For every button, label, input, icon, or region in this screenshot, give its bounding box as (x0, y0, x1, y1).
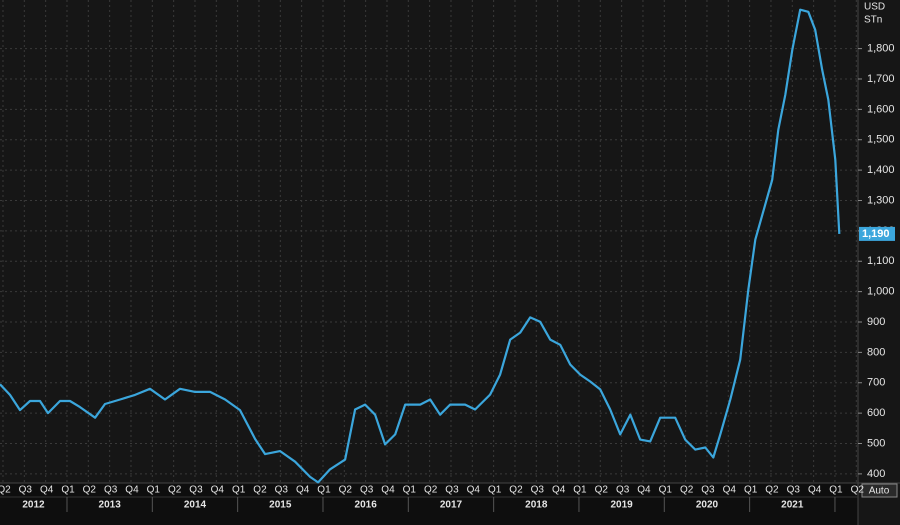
x-tick-label: Q3 (189, 485, 203, 496)
year-label: 2013 (99, 500, 122, 511)
year-label: 2017 (440, 500, 463, 511)
y-tick-label: 900 (867, 316, 885, 328)
x-tick-label: Q4 (125, 485, 139, 496)
y-tick-label: 1,400 (867, 164, 895, 176)
x-tick-label: Q3 (531, 485, 545, 496)
x-tick-label: Q4 (552, 485, 566, 496)
y-tick-label: 800 (867, 346, 885, 358)
auto-button-label[interactable]: Auto (869, 486, 890, 497)
x-tick-label: Q1 (403, 485, 417, 496)
y-tick-label: 1,800 (867, 43, 895, 55)
x-tick-label: Q2 (765, 485, 779, 496)
y-tick-label: 600 (867, 407, 885, 419)
y-tick-label: 1,600 (867, 103, 895, 115)
y-tick-label: 1,300 (867, 194, 895, 206)
x-tick-label: Q1 (659, 485, 673, 496)
x-tick-label: Q3 (19, 485, 33, 496)
year-label: 2021 (781, 500, 804, 511)
y-tick-label: 1,700 (867, 73, 895, 85)
year-label: 2020 (696, 500, 719, 511)
x-tick-label: Q3 (445, 485, 459, 496)
year-label: 2019 (611, 500, 634, 511)
unit-label: USD (864, 2, 885, 13)
price-line (0, 8, 841, 484)
x-tick-label: Q3 (360, 485, 374, 496)
x-tick-label: Q4 (381, 485, 395, 496)
x-axis-band (0, 483, 858, 525)
x-tick-label: Q3 (701, 485, 715, 496)
x-tick-label: Q4 (211, 485, 225, 496)
y-tick-label: 400 (867, 468, 885, 480)
x-tick-label: Q1 (232, 485, 246, 496)
x-tick-label: Q4 (40, 485, 54, 496)
x-tick-label: Q1 (488, 485, 502, 496)
last-value-label: 1,190 (862, 228, 890, 240)
y-tick-label: 1,100 (867, 255, 895, 267)
x-tick-label: Q2 (424, 485, 438, 496)
x-tick-label: Q4 (467, 485, 481, 496)
x-tick-label: Q3 (787, 485, 801, 496)
x-tick-label: Q1 (573, 485, 587, 496)
x-tick-label: Q4 (637, 485, 651, 496)
x-tick-label: Q1 (61, 485, 75, 496)
y-tick-label: 1,500 (867, 134, 895, 146)
year-label: 2016 (355, 500, 378, 511)
year-label: 2018 (525, 500, 548, 511)
x-tick-label: Q4 (808, 485, 822, 496)
x-tick-label: Q2 (851, 485, 865, 496)
x-tick-label: Q2 (253, 485, 267, 496)
year-label: 2012 (22, 500, 45, 511)
x-tick-label: Q1 (829, 485, 843, 496)
y-tick-label: 1,000 (867, 286, 895, 298)
year-label: 2014 (184, 500, 207, 511)
x-tick-label: Q2 (0, 485, 11, 496)
year-label: 2015 (269, 500, 292, 511)
unit-label: STn (864, 15, 882, 26)
x-tick-label: Q1 (744, 485, 758, 496)
x-tick-label: Q2 (680, 485, 694, 496)
y-tick-label: 700 (867, 377, 885, 389)
auto-button[interactable] (861, 483, 898, 498)
x-tick-label: Q4 (723, 485, 737, 496)
x-tick-label: Q1 (317, 485, 331, 496)
last-value-tag (859, 226, 895, 241)
x-tick-label: Q2 (339, 485, 353, 496)
x-tick-label: Q2 (595, 485, 609, 496)
x-tick-label: Q2 (168, 485, 182, 496)
x-tick-label: Q2 (83, 485, 97, 496)
x-tick-label: Q4 (296, 485, 310, 496)
x-tick-label: Q3 (104, 485, 118, 496)
x-tick-label: Q3 (275, 485, 289, 496)
x-tick-label: Q3 (616, 485, 630, 496)
y-tick-label: 500 (867, 437, 885, 449)
x-tick-label: Q1 (147, 485, 161, 496)
x-tick-label: Q2 (509, 485, 523, 496)
